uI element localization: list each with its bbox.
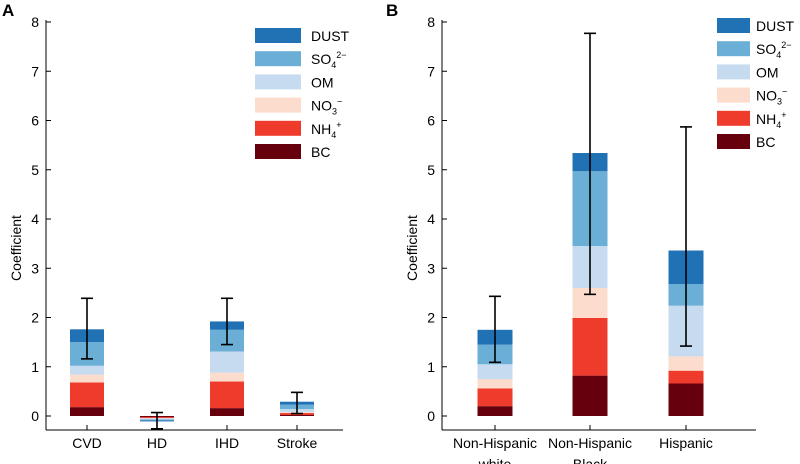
panel-a-y-tick-label: 2 (31, 310, 39, 326)
panel-b-y-tick-label: 7 (427, 63, 435, 79)
panel-b-bar-no3-0 (477, 379, 513, 389)
panel-a-legend-label-nh4: NH4+ (311, 120, 342, 140)
panel-b-legend-label-so4: SO42− (756, 40, 792, 60)
panel-b-bar-no3-2 (668, 356, 704, 371)
panel-b-category-label: Non-Hispanic (453, 435, 537, 451)
panel-b-legend-label-no3: NO3− (756, 87, 787, 107)
panel-b-legend-label-om: OM (756, 64, 779, 80)
panel-b-legend-swatch-so4 (717, 41, 750, 57)
panel-b-bar-bc-1 (572, 375, 608, 416)
panel-b-legend-label-bc: BC (756, 134, 775, 150)
panel-a-legend-label-om: OM (311, 74, 334, 90)
panel-a-bar-no3-2 (210, 372, 244, 382)
panel-b-bar-nh4-0 (477, 388, 513, 407)
panel-b-y-tick-label: 6 (427, 113, 435, 129)
panel-a-y-axis-title: Coefficient (8, 215, 24, 281)
panel-a-bar-bc-0 (70, 407, 104, 416)
panel-a-bar-no3-0 (70, 374, 104, 383)
panel-b-label: B (386, 1, 398, 20)
panel-b-bar-nh4-1 (572, 317, 608, 376)
panel-a-legend-swatch-bc (255, 144, 301, 159)
panel-b-y-tick-label: 4 (427, 211, 435, 227)
panel-b-y-tick-label: 2 (427, 310, 435, 326)
panel-b-legend-label-nh4: NH4+ (756, 110, 787, 130)
panel-a-legend-swatch-so4 (255, 51, 301, 67)
panel-b-y-tick-label: 1 (427, 359, 435, 375)
panel-b-bar-nh4-2 (668, 370, 704, 384)
panel-b-chart: Coefficient 0 1 2 3 4 5 6 7 8 Non-Hispanic white N… (404, 14, 795, 464)
panel-a-legend-label-so4: SO42− (311, 50, 347, 70)
panel-b-legend-swatch-bc (717, 134, 750, 149)
panel-a-bar-om-0 (70, 365, 104, 375)
panel-a-y-tick-label: 5 (31, 162, 39, 178)
panel-a-y-tick-label: 4 (31, 211, 39, 227)
panel-a-legend-swatch-nh4 (255, 120, 301, 136)
panel-b-category-label: Black (573, 456, 608, 464)
panel-a-category-label: Stroke (277, 435, 318, 451)
panel-b-y-tick-label: 3 (427, 260, 435, 276)
panel-b-category-label: white (478, 456, 512, 464)
panel-b-bar-bc-2 (668, 383, 704, 416)
panel-b-legend-swatch-dust (717, 18, 750, 33)
panel-a-bar-om-2 (210, 351, 244, 373)
panel-a-y-tick-label: 0 (31, 408, 39, 424)
panel-a-legend-swatch-dust (255, 28, 301, 43)
panel-b-category-label: Non-Hispanic (548, 435, 632, 451)
panel-a-category-label: CVD (72, 435, 102, 451)
panel-a-legend-label-dust: DUST (311, 28, 350, 44)
panel-a-y-tick-label: 1 (31, 359, 39, 375)
panel-b-y-tick-label: 0 (427, 408, 435, 424)
panel-a-legend-label-no3: NO3− (311, 97, 342, 117)
panel-b-category-label: Hispanic (659, 435, 713, 451)
panel-b-legend-label-dust: DUST (756, 18, 795, 34)
panel-a-legend-swatch-om (255, 74, 301, 90)
panel-a-chart: Coefficient 0 1 2 3 4 5 6 7 8 CVD HD IHD Stroke DUS… (8, 14, 350, 451)
panel-a-bar-nh4-2 (210, 381, 244, 409)
panel-a-legend-label-bc: BC (311, 144, 330, 160)
panel-a-y-tick-label: 6 (31, 113, 39, 129)
panel-a-y-tick-label: 7 (31, 63, 39, 79)
panel-b-y-tick-label: 5 (427, 162, 435, 178)
panel-a-category-label: IHD (215, 435, 239, 451)
panel-a-category-label: HD (147, 435, 167, 451)
panel-b-y-tick-label: 8 (427, 14, 435, 30)
panel-a-bar-bc-2 (210, 408, 244, 416)
panel-b-y-axis-title: Coefficient (404, 215, 420, 281)
panel-a-legend-swatch-no3 (255, 97, 301, 113)
panel-a-y-tick-label: 8 (31, 14, 39, 30)
panel-b-bar-bc-0 (477, 406, 513, 416)
panel-a-label: A (2, 1, 14, 20)
panel-b-legend-swatch-nh4 (717, 110, 750, 126)
panel-b-legend-swatch-om (717, 64, 750, 80)
panel-a-y-tick-label: 3 (31, 260, 39, 276)
panel-b-bar-om-0 (477, 364, 513, 380)
panel-b-legend-swatch-no3 (717, 87, 750, 103)
panel-a-bar-bc-3 (280, 415, 314, 416)
panel-a-bar-nh4-0 (70, 382, 104, 408)
